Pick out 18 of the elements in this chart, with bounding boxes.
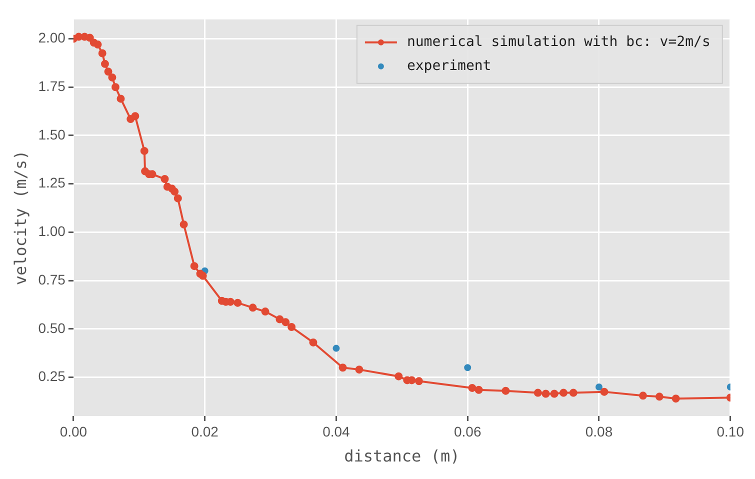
x-tick-label: 0.02 — [191, 423, 219, 440]
x-tick-label: 0.00 — [60, 423, 88, 440]
y-tick-label: 1.00 — [38, 223, 66, 240]
x-axis-title: distance (m) — [344, 446, 460, 466]
y-tick-label: 0.25 — [38, 368, 66, 384]
y-tick-label: 0.50 — [38, 320, 66, 336]
x-tick-label: 0.10 — [716, 423, 744, 440]
y-tick-label: 0.75 — [38, 271, 66, 288]
x-tick-label: 0.04 — [322, 423, 350, 440]
x-tick-label: 0.06 — [454, 423, 482, 440]
x-tick-label: 0.08 — [585, 423, 613, 440]
y-tick-label: 1.75 — [38, 78, 66, 94]
legend-label: experiment — [406, 58, 492, 74]
y-tick-label: 2.00 — [38, 30, 66, 46]
y-tick-label: 1.50 — [38, 126, 66, 142]
y-tick-label: 1.25 — [38, 174, 66, 191]
legend-label: numerical simulation with bc: v=2m/s — [406, 34, 710, 50]
y-axis-title: velocity (m/s) — [10, 150, 30, 286]
